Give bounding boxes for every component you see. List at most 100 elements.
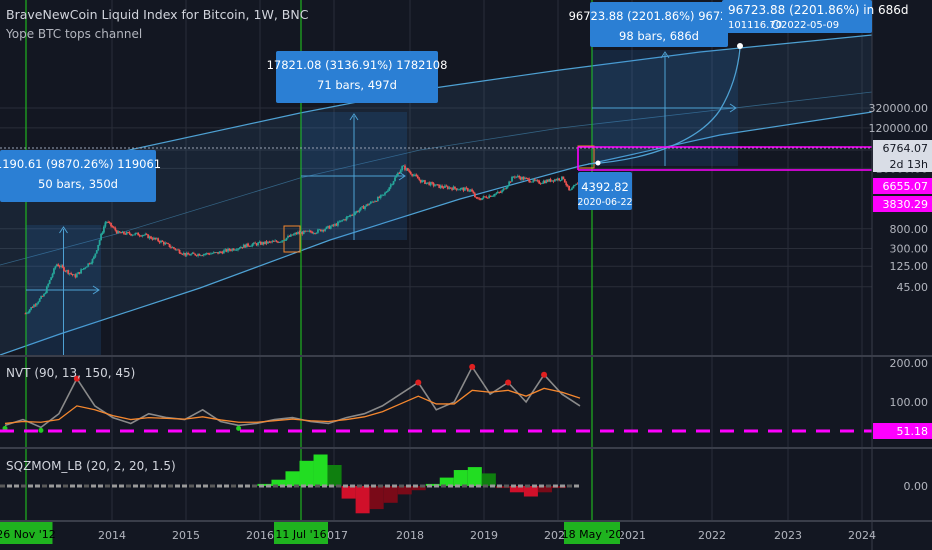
candle-body xyxy=(501,190,503,193)
candle-body xyxy=(158,241,161,243)
candle-body xyxy=(562,176,565,180)
candle-body xyxy=(200,255,202,257)
candle-body xyxy=(192,252,195,254)
candle-body xyxy=(369,201,372,204)
highlighted-date-bg xyxy=(0,522,53,544)
clock-icon xyxy=(771,20,781,29)
indicator-title-channel[interactable]: Yope BTC tops channel xyxy=(6,27,143,41)
squeeze-dot xyxy=(238,484,243,488)
candle-body xyxy=(232,248,235,251)
breakout-box xyxy=(283,225,301,253)
candle-body xyxy=(25,312,28,314)
candle-body xyxy=(351,214,354,216)
candle-body xyxy=(519,177,522,180)
candle-body xyxy=(508,181,511,186)
candle-body xyxy=(521,177,523,180)
squeeze-dot xyxy=(399,484,404,488)
squeeze-dot xyxy=(77,484,82,488)
candle-body xyxy=(382,194,385,196)
candle-body xyxy=(308,230,311,232)
sqzmom-indicator-label[interactable]: SQZMOM_LB (20, 2, 20, 1.5) xyxy=(6,459,176,473)
squeeze-dot xyxy=(196,484,201,488)
squeeze-dot xyxy=(189,484,194,488)
momentum-bar xyxy=(383,486,398,503)
candle-body xyxy=(269,241,272,243)
candle-body xyxy=(489,195,492,197)
time-axis[interactable]: 2014 2015 2016 2017 2018 2019 2020 2021 2022 2023… xyxy=(0,522,876,544)
candle-body xyxy=(482,196,485,199)
candle-body xyxy=(172,247,175,249)
callout-cycle-2017: 17821.08 (3136.91%) 1782108 71 bars, 497d xyxy=(267,51,447,103)
candle-body xyxy=(341,220,344,222)
momentum-bar xyxy=(425,483,440,486)
candle-body xyxy=(80,269,82,274)
squeeze-dot xyxy=(266,484,271,488)
callout-bg xyxy=(0,150,156,202)
projection-target-point xyxy=(737,43,743,49)
candle-body xyxy=(171,247,174,248)
candle-body xyxy=(162,241,165,245)
candle-body xyxy=(251,244,254,247)
channel-lower xyxy=(0,111,873,356)
candle-body xyxy=(147,234,150,239)
candle-body xyxy=(237,248,239,250)
candle-body xyxy=(105,222,108,223)
candle-body xyxy=(108,222,111,223)
candle-body xyxy=(532,179,535,182)
momentum-bar xyxy=(411,486,426,491)
candle-body xyxy=(245,243,248,248)
candle-body xyxy=(75,274,78,278)
candle-body xyxy=(365,204,368,207)
candle-body xyxy=(144,234,147,235)
candle-body xyxy=(321,229,324,232)
year-tick-label: 2015 xyxy=(172,529,200,542)
candle-body xyxy=(479,199,482,201)
candle-body xyxy=(137,232,140,236)
candle-body xyxy=(329,226,332,229)
callout-line: 98 bars, 686d xyxy=(619,29,699,43)
squeeze-dot xyxy=(364,484,369,488)
candle-body xyxy=(415,174,418,177)
candle-body xyxy=(484,196,486,198)
candle-body xyxy=(543,181,546,184)
nvt-line xyxy=(4,365,581,429)
measure-arrowhead xyxy=(92,285,100,295)
candle-body xyxy=(295,233,298,234)
candle-body xyxy=(366,204,369,206)
candle-body xyxy=(311,232,314,234)
candle-body xyxy=(327,225,329,227)
candle-body xyxy=(54,266,57,269)
squeeze-dot xyxy=(294,484,299,488)
callout-line: 50 bars, 350d xyxy=(38,177,118,191)
candle-body xyxy=(70,273,72,275)
candle-body xyxy=(241,247,244,248)
candle-body xyxy=(371,201,374,203)
candle-body xyxy=(95,250,98,254)
candle-body xyxy=(314,233,316,234)
momentum-bar xyxy=(481,473,496,486)
candle-body xyxy=(442,187,445,189)
candle-body xyxy=(268,241,271,243)
price-axis[interactable]: 320000.00120000.0040000.0016000.00800.00… xyxy=(869,102,932,493)
candle-body xyxy=(60,265,63,268)
candle-body xyxy=(464,187,466,191)
candle-body xyxy=(368,203,371,206)
squeeze-dot xyxy=(455,484,460,488)
nvt-indicator-label[interactable]: NVT (90, 13, 150, 45) xyxy=(6,366,136,380)
candle-body xyxy=(201,255,204,257)
candle-body xyxy=(98,240,101,245)
candle-body xyxy=(33,304,35,308)
momentum-bar xyxy=(285,471,300,486)
price-tick-label: 800.00 xyxy=(890,223,929,236)
squeeze-dot xyxy=(91,484,96,488)
candle-body xyxy=(542,181,545,184)
candle-body xyxy=(120,232,122,234)
chart-title[interactable]: BraveNewCoin Liquid Index for Bitcoin, 1… xyxy=(6,7,309,22)
candle-body xyxy=(362,206,365,209)
year-tick-label: 2021 xyxy=(618,529,646,542)
candle-body xyxy=(231,248,234,251)
squeeze-dot xyxy=(504,484,509,488)
squeeze-dot xyxy=(532,484,537,488)
candle-body xyxy=(512,176,515,178)
